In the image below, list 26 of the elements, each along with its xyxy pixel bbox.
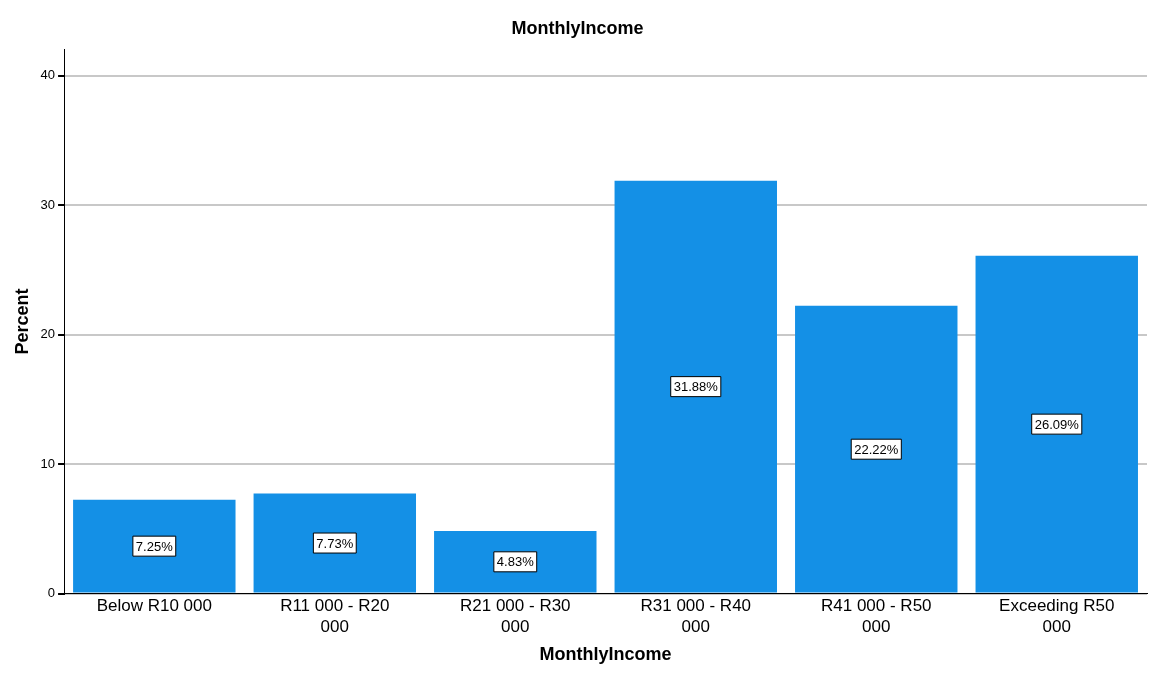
x-tick-label: R31 000 - R40 000 [640,596,752,636]
y-tick-label: 30 [40,196,56,212]
data-label: 22.22% [854,441,899,457]
x-tick-label: R41 000 - R50 000 [820,596,932,636]
x-tick-label: R21 000 - R30 000 [460,596,571,636]
y-tick-label: 0 [47,585,56,601]
bar [434,531,597,593]
x-tick-label: Exceeding R50 000 [999,596,1115,636]
y-tick-label: 10 [40,455,56,471]
x-tick-label: R11 000 - R20 000 [280,596,390,636]
bar [614,180,777,593]
x-axis-title: MonthlyIncome [539,644,672,665]
y-tick-label: 20 [40,326,56,342]
data-label: 31.88% [673,379,719,395]
data-label: 26.09% [1034,416,1080,432]
bar [73,499,236,593]
data-label: 7.25% [135,538,174,554]
bar [795,305,958,593]
bar [253,493,417,593]
data-label: 4.83% [496,554,535,570]
chart-title: MonthlyIncome [511,17,644,38]
data-label: 7.73% [316,535,354,551]
x-tick-label: Below R10 000 [96,596,212,616]
bar [975,255,1138,593]
y-axis-title: Percent [11,288,32,355]
y-tick-label: 40 [40,67,56,83]
